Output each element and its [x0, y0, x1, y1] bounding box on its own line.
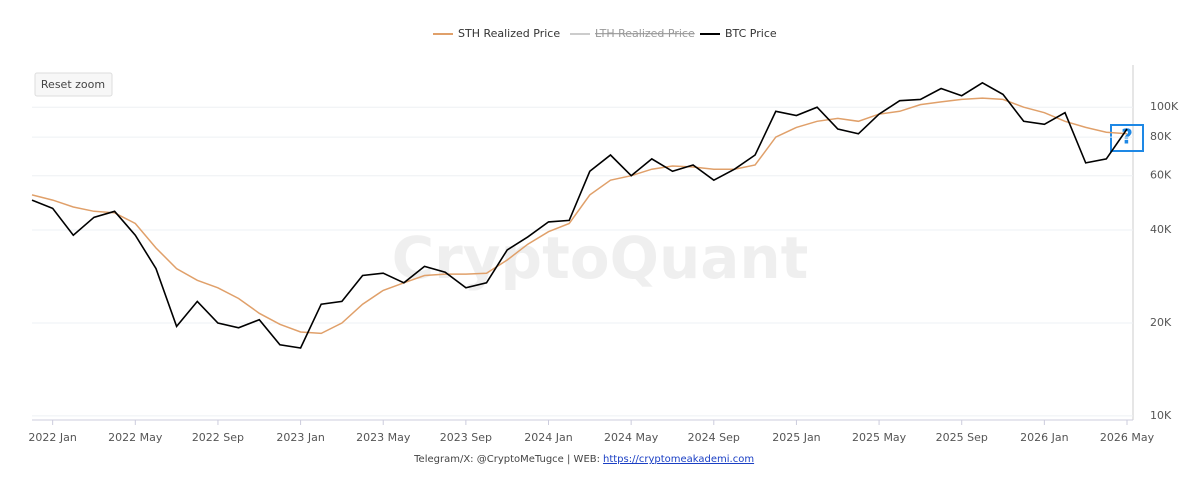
y-tick-label: 10K — [1150, 409, 1172, 422]
x-tick-label: 2022 Sep — [192, 431, 244, 444]
series-line — [31, 97, 1128, 335]
x-tick-label: 2024 May — [604, 431, 659, 444]
y-tick-label: 60K — [1150, 169, 1172, 182]
x-tick-label: 2023 Jan — [276, 431, 324, 444]
footer-text: Telegram/X: @CryptoMeTugce | WEB: — [413, 454, 600, 465]
x-tick-label: 2024 Sep — [688, 431, 740, 444]
annotation: ? — [1121, 125, 1133, 149]
x-tick-label: 2026 Jan — [1020, 431, 1068, 444]
reset-zoom-label[interactable]: Reset zoom — [41, 78, 105, 91]
y-tick-label: 100K — [1150, 100, 1179, 113]
annotation-box — [1110, 124, 1144, 152]
reset-zoom-button[interactable] — [34, 72, 113, 97]
x-tick-label: 2022 May — [108, 431, 163, 444]
footer-link[interactable]: https://cryptomeakademi.com — [603, 454, 754, 465]
legend-label[interactable]: STH Realized Price — [458, 27, 560, 40]
x-tick-label: 2025 Jan — [772, 431, 820, 444]
x-tick-label: 2023 Sep — [440, 431, 492, 444]
x-tick-label: 2023 May — [356, 431, 411, 444]
x-tick-label: 2024 Jan — [524, 431, 572, 444]
x-tick-label: 2025 May — [852, 431, 907, 444]
legend-label[interactable]: LTH Realized Price — [595, 27, 695, 40]
x-tick-label: 2022 Jan — [28, 431, 76, 444]
x-tick-label: 2025 Sep — [936, 431, 988, 444]
y-tick-label: 80K — [1150, 130, 1172, 143]
legend: STH Realized Price LTH Realized Price BTC … — [433, 27, 777, 40]
y-tick-label: 40K — [1150, 223, 1172, 236]
x-tick-label: 2026 May — [1100, 431, 1155, 444]
y-tick-label: 20K — [1150, 316, 1172, 329]
legend-label[interactable]: BTC Price — [725, 27, 777, 40]
watermark: CryptoQuant — [392, 224, 809, 292]
series-line — [31, 81, 1128, 349]
